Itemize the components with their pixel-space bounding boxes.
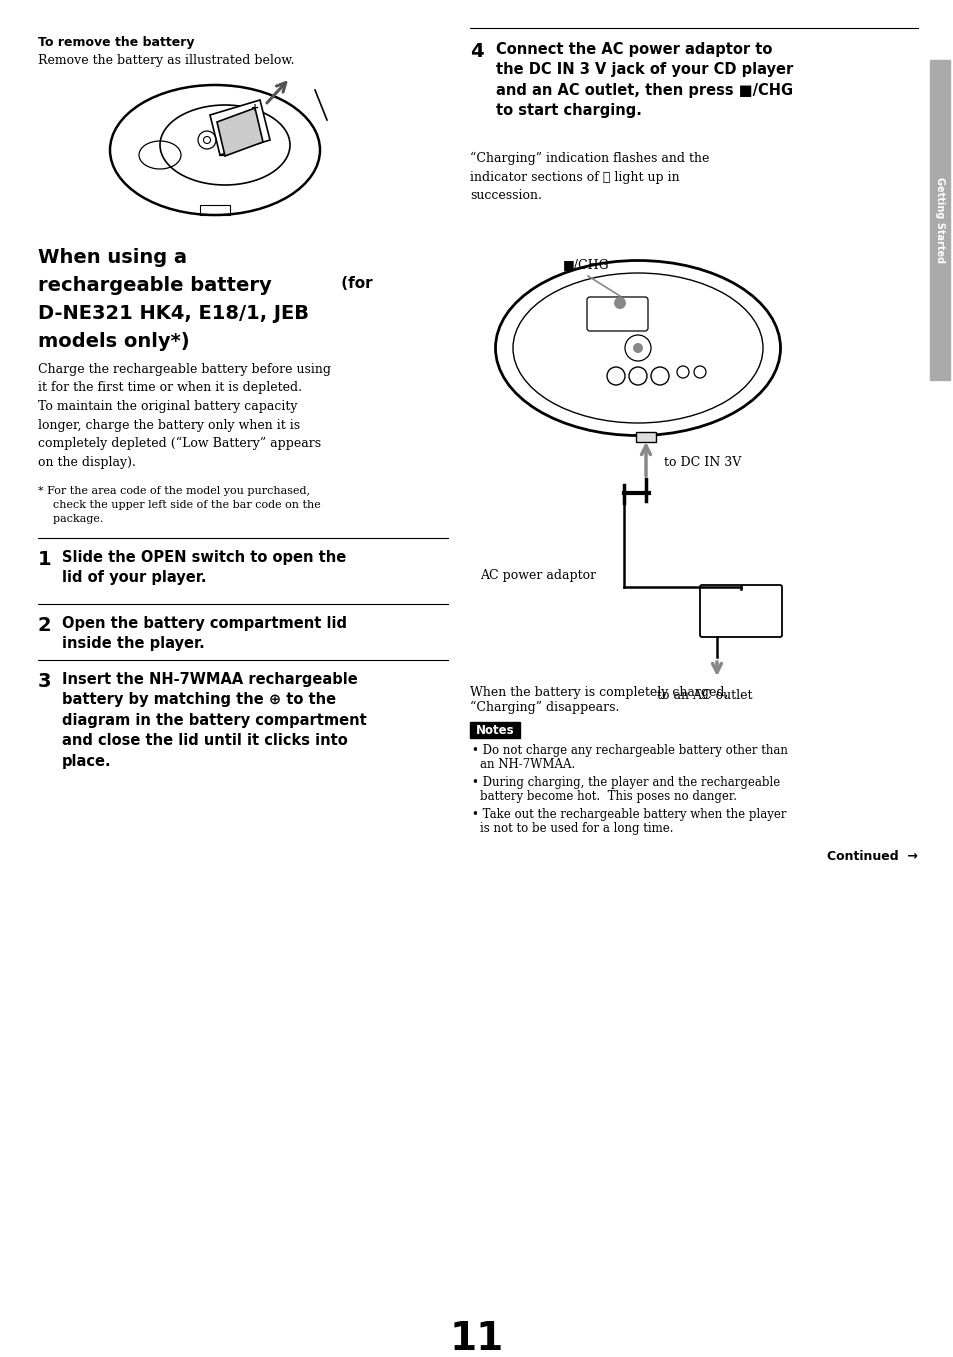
- Polygon shape: [210, 100, 270, 155]
- Text: rechargeable battery: rechargeable battery: [38, 275, 272, 294]
- Circle shape: [614, 297, 625, 309]
- Text: “Charging” disappears.: “Charging” disappears.: [470, 702, 618, 714]
- Text: Insert the NH-7WMAA rechargeable
battery by matching the ⊕ to the
diagram in the: Insert the NH-7WMAA rechargeable battery…: [62, 672, 366, 768]
- Text: to an AC outlet: to an AC outlet: [657, 689, 752, 702]
- Text: 2: 2: [38, 616, 51, 635]
- Text: When the battery is completely charged,: When the battery is completely charged,: [470, 687, 727, 699]
- Text: 4: 4: [470, 42, 483, 61]
- Text: (for: (for: [335, 275, 373, 290]
- Bar: [200, 205, 230, 214]
- Bar: [470, 722, 519, 738]
- Bar: [929, 60, 949, 380]
- Text: 3: 3: [38, 672, 51, 691]
- Bar: [636, 432, 656, 442]
- Text: AC power adaptor: AC power adaptor: [479, 569, 596, 582]
- Text: Notes: Notes: [476, 723, 514, 737]
- Text: check the upper left side of the bar code on the: check the upper left side of the bar cod…: [46, 499, 320, 510]
- Text: is not to be used for a long time.: is not to be used for a long time.: [479, 822, 673, 835]
- Text: “Charging” indication flashes and the
indicator sections of ⓿ light up in
succes: “Charging” indication flashes and the in…: [470, 152, 709, 202]
- Text: battery become hot.  This poses no danger.: battery become hot. This poses no danger…: [479, 790, 737, 803]
- Text: 1: 1: [38, 550, 51, 569]
- Text: • Take out the rechargeable battery when the player: • Take out the rechargeable battery when…: [472, 807, 785, 821]
- Text: • During charging, the player and the rechargeable: • During charging, the player and the re…: [472, 776, 780, 788]
- Text: models only*): models only*): [38, 332, 190, 351]
- Text: package.: package.: [46, 514, 103, 524]
- Text: D-NE321 HK4, E18/1, JEB: D-NE321 HK4, E18/1, JEB: [38, 304, 309, 323]
- Text: Remove the battery as illustrated below.: Remove the battery as illustrated below.: [38, 54, 294, 66]
- Text: Continued  →: Continued →: [826, 849, 917, 863]
- Polygon shape: [216, 109, 263, 156]
- Text: to DC IN 3V: to DC IN 3V: [663, 456, 740, 468]
- Text: ■/CHG: ■/CHG: [562, 258, 609, 271]
- Text: +: +: [251, 103, 259, 113]
- Text: 11: 11: [450, 1320, 503, 1357]
- Text: −: −: [218, 151, 228, 161]
- Text: Charge the rechargeable battery before using
it for the first time or when it is: Charge the rechargeable battery before u…: [38, 364, 331, 470]
- Text: Getting Started: Getting Started: [934, 176, 944, 263]
- Text: To remove the battery: To remove the battery: [38, 37, 194, 49]
- Text: Open the battery compartment lid
inside the player.: Open the battery compartment lid inside …: [62, 616, 347, 651]
- Text: When using a: When using a: [38, 248, 187, 267]
- Text: Connect the AC power adaptor to
the DC IN 3 V jack of your CD player
and an AC o: Connect the AC power adaptor to the DC I…: [496, 42, 792, 118]
- Text: Slide the OPEN switch to open the
lid of your player.: Slide the OPEN switch to open the lid of…: [62, 550, 346, 585]
- Text: • Do not charge any rechargeable battery other than: • Do not charge any rechargeable battery…: [472, 744, 787, 757]
- Text: * For the area code of the model you purchased,: * For the area code of the model you pur…: [38, 486, 310, 497]
- Circle shape: [633, 343, 642, 353]
- Text: an NH-7WMAA.: an NH-7WMAA.: [479, 759, 575, 771]
